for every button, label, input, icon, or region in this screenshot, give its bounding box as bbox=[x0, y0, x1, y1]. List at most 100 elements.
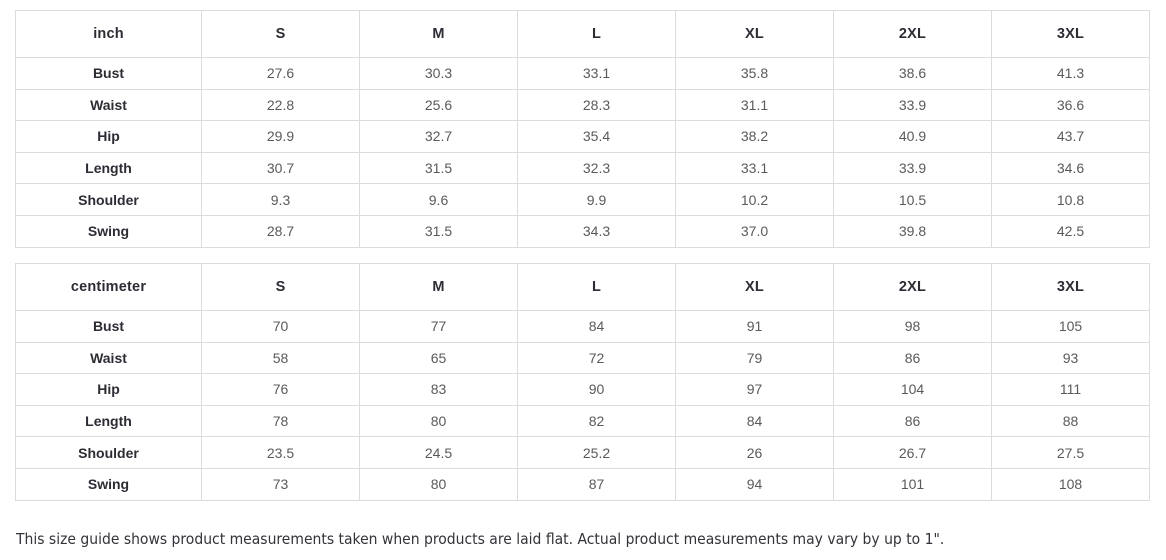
measurement-value: 31.5 bbox=[359, 214, 518, 248]
measurement-value: 43.7 bbox=[991, 120, 1150, 153]
measurement-value: 27.5 bbox=[991, 436, 1150, 469]
size-guide-footnote: This size guide shows product measuremen… bbox=[16, 530, 945, 548]
measurement-value: 39.8 bbox=[833, 214, 992, 248]
measurement-value: 91 bbox=[675, 310, 834, 343]
measurement-value: 97 bbox=[675, 373, 834, 406]
size-header-l: L bbox=[517, 10, 676, 58]
measurement-value: 105 bbox=[991, 310, 1150, 343]
measurement-label-waist: Waist bbox=[15, 88, 202, 122]
measurement-label-shoulder: Shoulder bbox=[15, 183, 202, 216]
size-table-centimeter-container: centimeter S M L XL 2XL 3XL Bust 70 77 8… bbox=[15, 263, 1150, 501]
measurement-value: 80 bbox=[359, 467, 518, 501]
unit-header-centimeter: centimeter bbox=[15, 263, 202, 311]
measurement-value: 77 bbox=[359, 310, 518, 343]
measurement-value: 101 bbox=[833, 467, 992, 501]
measurement-value: 111 bbox=[991, 373, 1150, 406]
size-header-xl: XL bbox=[675, 263, 834, 311]
measurement-value: 35.8 bbox=[675, 57, 834, 90]
table-row: Shoulder 23.5 24.5 25.2 26 26.7 27.5 bbox=[15, 436, 1150, 469]
measurement-value: 76 bbox=[201, 373, 360, 406]
measurement-label-bust: Bust bbox=[15, 310, 202, 343]
measurement-label-length: Length bbox=[15, 151, 202, 185]
measurement-value: 40.9 bbox=[833, 120, 992, 153]
table-header-row: inch S M L XL 2XL 3XL bbox=[15, 10, 1150, 58]
measurement-label-hip: Hip bbox=[15, 120, 202, 153]
size-header-s: S bbox=[201, 10, 360, 58]
measurement-value: 10.5 bbox=[833, 183, 992, 216]
measurement-value: 33.9 bbox=[833, 151, 992, 185]
measurement-label-shoulder: Shoulder bbox=[15, 436, 202, 469]
measurement-value: 73 bbox=[201, 467, 360, 501]
measurement-value: 25.2 bbox=[517, 436, 676, 469]
table-row: Length 30.7 31.5 32.3 33.1 33.9 34.6 bbox=[15, 151, 1150, 185]
measurement-value: 108 bbox=[991, 467, 1150, 501]
measurement-value: 104 bbox=[833, 373, 992, 406]
size-table-centimeter: centimeter S M L XL 2XL 3XL Bust 70 77 8… bbox=[15, 263, 1150, 501]
table-header-row: centimeter S M L XL 2XL 3XL bbox=[15, 263, 1150, 311]
size-header-2xl: 2XL bbox=[833, 10, 992, 58]
size-table-inch-container: inch S M L XL 2XL 3XL Bust 27.6 30.3 33.… bbox=[15, 10, 1150, 248]
measurement-value: 9.9 bbox=[517, 183, 676, 216]
size-header-l: L bbox=[517, 263, 676, 311]
table-row: Hip 29.9 32.7 35.4 38.2 40.9 43.7 bbox=[15, 120, 1150, 153]
table-row: Waist 58 65 72 79 86 93 bbox=[15, 341, 1150, 375]
measurement-value: 9.3 bbox=[201, 183, 360, 216]
measurement-value: 31.5 bbox=[359, 151, 518, 185]
table-row: Bust 27.6 30.3 33.1 35.8 38.6 41.3 bbox=[15, 57, 1150, 90]
measurement-value: 37.0 bbox=[675, 214, 834, 248]
measurement-value: 27.6 bbox=[201, 57, 360, 90]
measurement-value: 38.6 bbox=[833, 57, 992, 90]
measurement-value: 87 bbox=[517, 467, 676, 501]
size-header-xl: XL bbox=[675, 10, 834, 58]
measurement-value: 80 bbox=[359, 404, 518, 438]
measurement-value: 30.3 bbox=[359, 57, 518, 90]
measurement-value: 94 bbox=[675, 467, 834, 501]
table-row: Length 78 80 82 84 86 88 bbox=[15, 404, 1150, 438]
size-table-centimeter-body: centimeter S M L XL 2XL 3XL Bust 70 77 8… bbox=[15, 263, 1150, 501]
measurement-value: 83 bbox=[359, 373, 518, 406]
measurement-value: 28.7 bbox=[201, 214, 360, 248]
measurement-value: 36.6 bbox=[991, 88, 1150, 122]
measurement-value: 30.7 bbox=[201, 151, 360, 185]
table-row: Shoulder 9.3 9.6 9.9 10.2 10.5 10.8 bbox=[15, 183, 1150, 216]
measurement-value: 78 bbox=[201, 404, 360, 438]
measurement-value: 70 bbox=[201, 310, 360, 343]
measurement-value: 72 bbox=[517, 341, 676, 375]
measurement-label-swing: Swing bbox=[15, 467, 202, 501]
measurement-value: 29.9 bbox=[201, 120, 360, 153]
measurement-value: 10.8 bbox=[991, 183, 1150, 216]
measurement-value: 86 bbox=[833, 341, 992, 375]
size-header-s: S bbox=[201, 263, 360, 311]
size-table-inch: inch S M L XL 2XL 3XL Bust 27.6 30.3 33.… bbox=[15, 10, 1150, 248]
measurement-value: 82 bbox=[517, 404, 676, 438]
size-table-inch-body: inch S M L XL 2XL 3XL Bust 27.6 30.3 33.… bbox=[15, 10, 1150, 248]
measurement-value: 65 bbox=[359, 341, 518, 375]
measurement-value: 26.7 bbox=[833, 436, 992, 469]
size-header-3xl: 3XL bbox=[991, 263, 1150, 311]
size-header-3xl: 3XL bbox=[991, 10, 1150, 58]
measurement-value: 90 bbox=[517, 373, 676, 406]
measurement-value: 34.6 bbox=[991, 151, 1150, 185]
measurement-value: 84 bbox=[517, 310, 676, 343]
measurement-value: 31.1 bbox=[675, 88, 834, 122]
measurement-value: 41.3 bbox=[991, 57, 1150, 90]
measurement-value: 24.5 bbox=[359, 436, 518, 469]
measurement-label-length: Length bbox=[15, 404, 202, 438]
measurement-value: 32.7 bbox=[359, 120, 518, 153]
measurement-value: 22.8 bbox=[201, 88, 360, 122]
measurement-value: 23.5 bbox=[201, 436, 360, 469]
table-row: Waist 22.8 25.6 28.3 31.1 33.9 36.6 bbox=[15, 88, 1150, 122]
measurement-value: 35.4 bbox=[517, 120, 676, 153]
table-row: Bust 70 77 84 91 98 105 bbox=[15, 310, 1150, 343]
measurement-value: 34.3 bbox=[517, 214, 676, 248]
measurement-value: 26 bbox=[675, 436, 834, 469]
measurement-value: 98 bbox=[833, 310, 992, 343]
measurement-value: 9.6 bbox=[359, 183, 518, 216]
measurement-value: 25.6 bbox=[359, 88, 518, 122]
measurement-value: 33.9 bbox=[833, 88, 992, 122]
measurement-value: 93 bbox=[991, 341, 1150, 375]
measurement-value: 86 bbox=[833, 404, 992, 438]
table-row: Swing 28.7 31.5 34.3 37.0 39.8 42.5 bbox=[15, 214, 1150, 248]
table-row: Swing 73 80 87 94 101 108 bbox=[15, 467, 1150, 501]
